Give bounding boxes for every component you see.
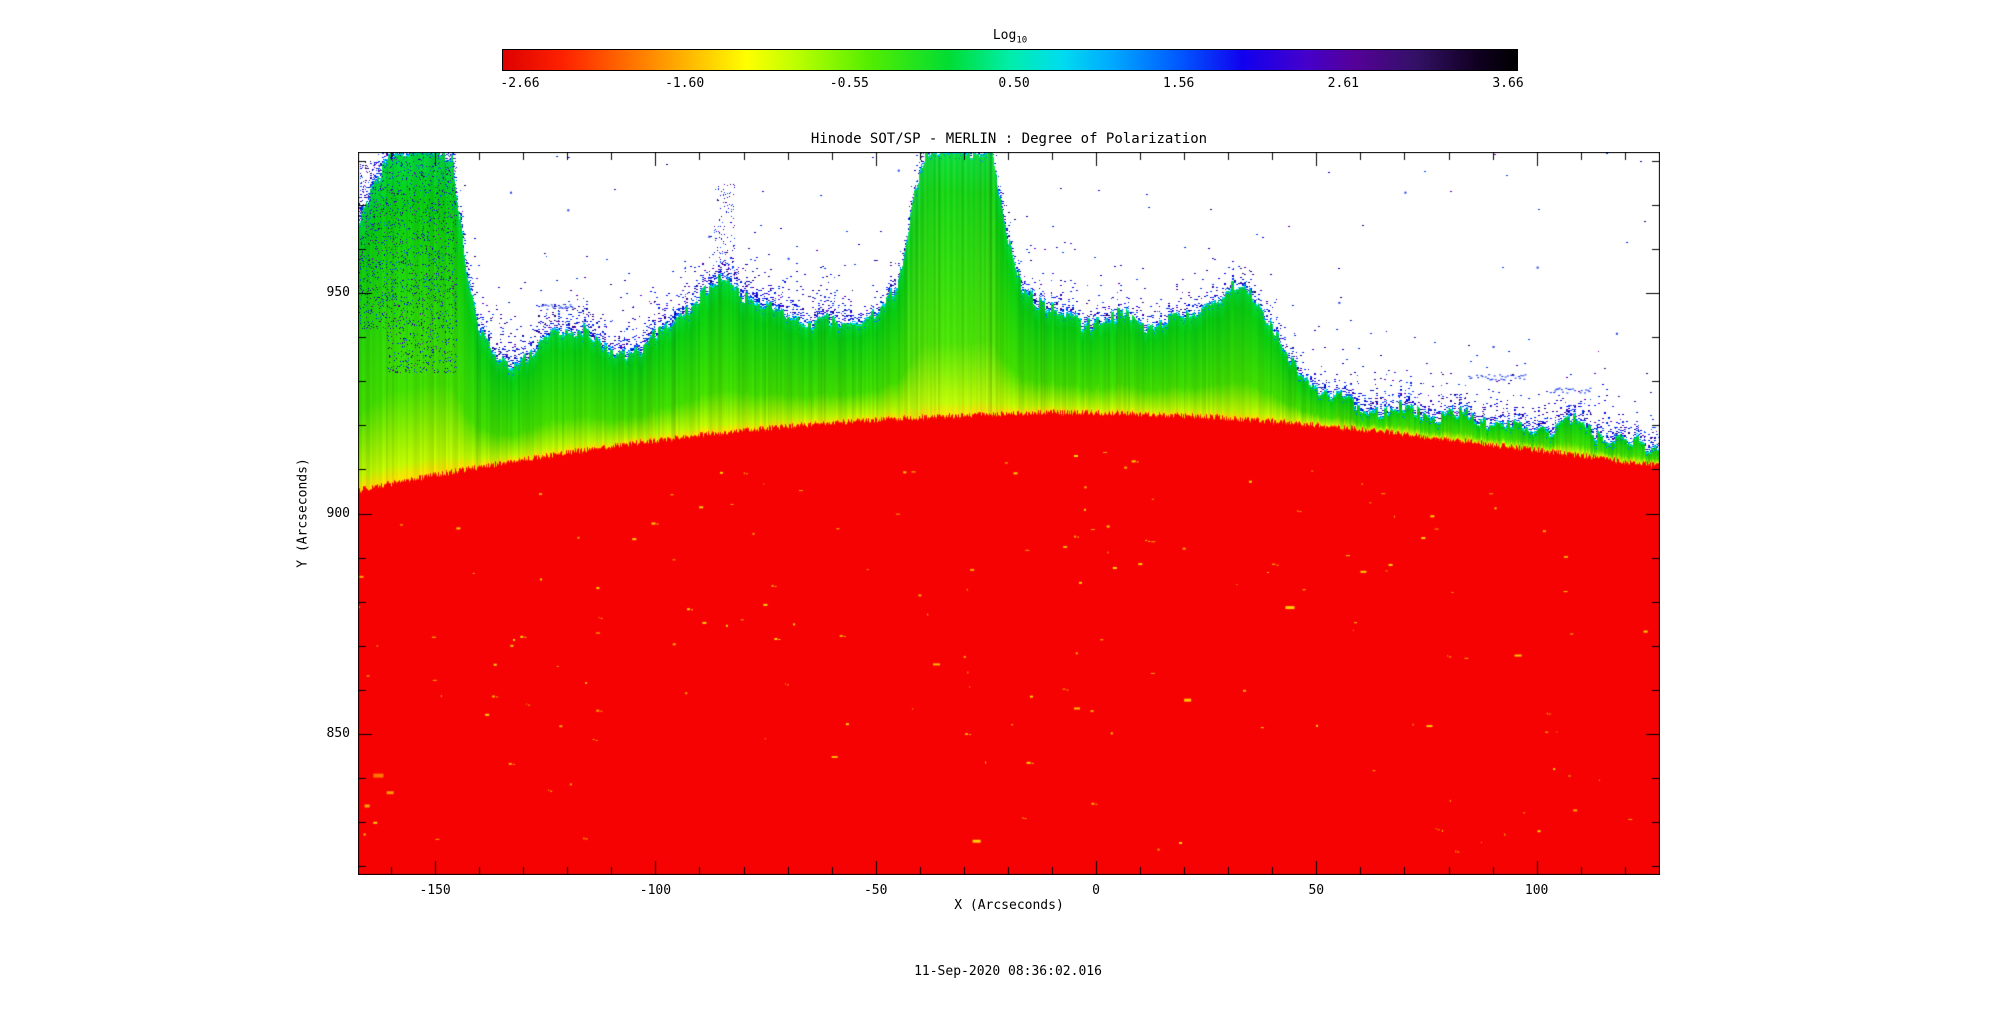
x-tick-label: 50 [1308,883,1325,898]
x-tick-label: 100 [1524,883,1549,898]
colorbar-tick-label: -0.55 [829,76,869,91]
y-tick-label: 900 [326,505,350,521]
y-tick-label: 850 [326,725,350,741]
colorbar-title: Log10 [993,28,1027,46]
colorbar-tick-label: -1.60 [665,76,705,91]
colorbar-tick-label: 3.66 [1492,76,1524,91]
x-tick-label: -100 [639,883,672,898]
colorbar-tick-label: 1.56 [1163,76,1195,91]
colorbar-tick-label: 0.50 [998,76,1030,91]
plot-title: Hinode SOT/SP - MERLIN : Degree of Polar… [810,131,1208,147]
x-tick-label: -150 [419,883,451,898]
y-axis-label: Y (Arcseconds) [295,458,311,568]
colorbar-title-subscript: 10 [1016,35,1028,46]
colorbar-title-text: Log [992,28,1017,43]
x-tick-label: 0 [1092,883,1100,898]
x-axis-label: X (Arcseconds) [954,898,1064,913]
colorbar [502,49,1518,71]
polarization-map-canvas [358,152,1660,875]
colorbar-tick-label: 2.61 [1327,76,1359,91]
colorbar-gradient [503,50,1517,70]
x-tick-label: -50 [863,883,888,898]
colorbar-tick-label: -2.66 [500,76,540,91]
timestamp: 11-Sep-2020 08:36:02.016 [914,964,1102,979]
y-tick-label: 950 [326,285,350,301]
